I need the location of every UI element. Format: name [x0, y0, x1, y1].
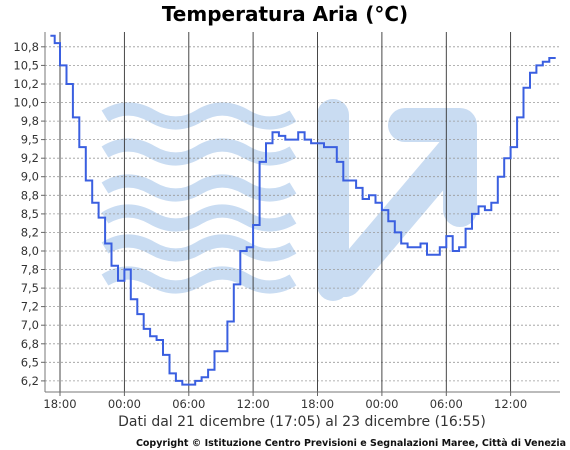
axes	[44, 32, 560, 393]
y-tick-label: 9,8	[21, 114, 39, 128]
x-tick-label: 12:00	[237, 397, 270, 411]
x-tick-label: 06:00	[172, 397, 205, 411]
y-tick-label: 7,0	[21, 318, 39, 332]
x-axis-label: Dati dal 21 dicembre (17:05) al 23 dicem…	[118, 414, 486, 430]
y-tick-label: 6,5	[21, 355, 39, 369]
y-tick-label: 10,2	[13, 77, 39, 91]
y-tick-label: 6,2	[21, 374, 39, 388]
y-tick-label: 7,5	[21, 281, 39, 295]
y-tick-label: 10,0	[13, 96, 39, 110]
x-tick-label: 18:00	[43, 397, 76, 411]
grid	[45, 32, 560, 392]
series-line	[50, 34, 556, 386]
y-tick-label: 9,5	[21, 133, 39, 147]
x-tick-label: 06:00	[430, 397, 463, 411]
copyright-notice: Copyright © Istituzione Centro Prevision…	[136, 438, 566, 449]
ismar-logo-watermark	[101, 99, 477, 301]
y-tick-label: 9,0	[21, 170, 39, 184]
y-axis-ticks: 6,2 6,5 6,8 7,0 7,2 7,5 7,8 8,0 8,2 8,5 8,8 9,0 9,2 9…	[13, 40, 45, 388]
x-tick-label: 18:00	[301, 397, 334, 411]
x-tick-label: 00:00	[365, 397, 398, 411]
y-tick-label: 7,2	[21, 300, 39, 314]
x-axis-ticks: 18:00 00:00 06:00 12:00 18:00 00:00 06:00 12:00	[43, 392, 527, 411]
y-tick-label: 8,0	[21, 244, 39, 258]
x-tick-label: 00:00	[108, 397, 141, 411]
y-tick-label: 9,2	[21, 151, 39, 165]
y-tick-label: 8,8	[21, 188, 39, 202]
chart-title: Temperatura Aria (°C)	[162, 2, 408, 26]
y-tick-label: 6,8	[21, 337, 39, 351]
y-tick-label: 8,5	[21, 207, 39, 221]
y-tick-label: 10,5	[13, 58, 39, 72]
y-tick-label: 7,8	[21, 263, 39, 277]
y-tick-label: 8,2	[21, 225, 39, 239]
x-tick-label: 12:00	[494, 397, 527, 411]
series-layer	[50, 34, 556, 386]
y-tick-label: 10,8	[13, 40, 39, 54]
